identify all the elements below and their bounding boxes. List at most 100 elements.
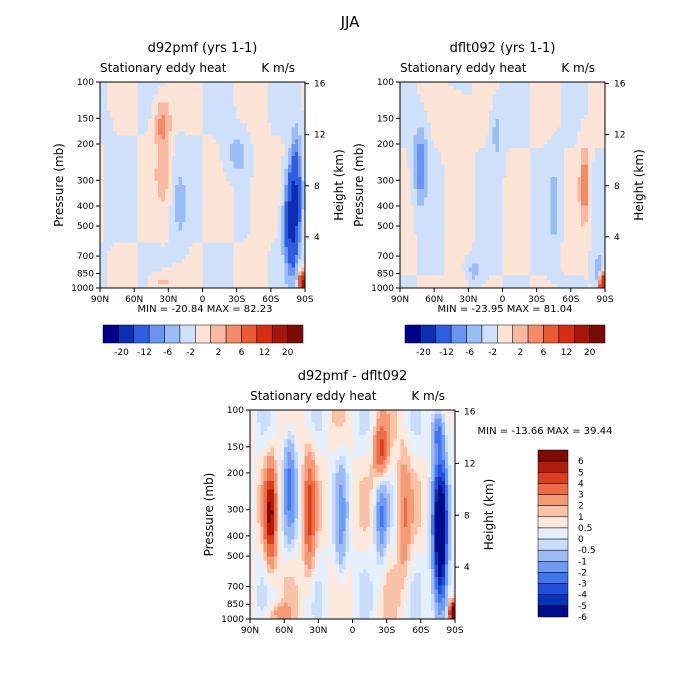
heatmap-cell: [178, 131, 183, 137]
heatmap-cell: [594, 114, 599, 120]
heatmap-cell: [168, 172, 173, 178]
heatmap-cell: [447, 176, 452, 182]
heatmap-cell: [570, 193, 575, 198]
heatmap-cell: [291, 217, 296, 223]
heatmap-cell: [141, 172, 146, 178]
heatmap-cell: [291, 160, 296, 165]
heatmap-cell: [523, 156, 528, 161]
heatmap-cell: [464, 185, 469, 190]
heatmap-cell: [236, 197, 241, 203]
heatmap-cell: [475, 102, 480, 108]
heatmap-cell: [243, 147, 248, 153]
heatmap-cell: [577, 90, 582, 95]
heatmap-cell: [130, 226, 135, 231]
heatmap-cell: [120, 193, 125, 198]
heatmap-cell: [246, 255, 251, 260]
heatmap-cell: [127, 106, 132, 112]
heatmap-cell: [298, 242, 303, 248]
heatmap-cell: [495, 98, 500, 104]
heatmap-cell: [137, 147, 142, 153]
heatmap-cell: [141, 119, 146, 124]
heatmap-cell: [471, 164, 476, 170]
heatmap-cell: [267, 160, 272, 165]
heatmap-cell: [123, 98, 128, 104]
heatmap-cell: [164, 279, 169, 285]
heatmap-cell: [301, 209, 306, 215]
heatmap-cell: [154, 127, 159, 133]
heatmap-cell: [284, 259, 289, 264]
heatmap-cell: [601, 180, 606, 186]
heatmap-cell: [594, 189, 599, 194]
heatmap-cell: [420, 98, 425, 104]
heatmap-cell: [277, 189, 282, 194]
heatmap-cell: [205, 275, 210, 281]
heatmap-cell: [134, 185, 139, 190]
heatmap-cell: [134, 160, 139, 165]
heatmap-cell: [243, 263, 248, 268]
heatmap-cell: [240, 226, 245, 231]
heatmap-cell: [260, 90, 265, 95]
heatmap-cell: [499, 98, 504, 104]
heatmap-cell: [406, 189, 411, 194]
heatmap-cell: [430, 135, 435, 141]
heatmap-cell: [113, 106, 118, 112]
heatmap-cell: [475, 152, 480, 157]
heatmap-cell: [284, 135, 289, 141]
heatmap-cell: [212, 201, 217, 207]
heatmap-cell: [260, 164, 265, 170]
heatmap-cell: [240, 94, 245, 100]
heatmap-cell: [212, 185, 217, 190]
heatmap-cell: [151, 127, 156, 133]
heatmap-cell: [437, 131, 442, 137]
heatmap-cell: [240, 123, 245, 128]
heatmap-cell: [298, 131, 303, 137]
heatmap-cell: [540, 201, 545, 207]
heatmap-cell: [219, 114, 224, 120]
heatmap-cell: [164, 119, 169, 124]
heatmap-cell: [298, 123, 303, 128]
heatmap-cell: [233, 271, 238, 277]
heatmap-cell: [264, 222, 269, 227]
heatmap-cell: [294, 180, 299, 186]
heatmap-cell: [413, 180, 418, 186]
heatmap-cell: [451, 201, 456, 207]
heatmap-cell: [127, 127, 132, 133]
heatmap-cell: [199, 152, 204, 157]
heatmap-cell: [161, 110, 166, 116]
heatmap-cell: [488, 205, 493, 211]
heatmap-cell: [100, 139, 105, 145]
heatmap-cell: [223, 102, 228, 108]
heatmap-cell: [406, 139, 411, 145]
heatmap-cell: [417, 143, 422, 149]
heatmap-cell: [277, 164, 282, 170]
heatmap-cell: [550, 114, 555, 120]
heatmap-cell: [557, 193, 562, 198]
heatmap-cell: [581, 110, 586, 116]
heatmap-cell: [564, 110, 569, 116]
heatmap-cell: [584, 98, 589, 104]
heatmap-cell: [226, 271, 231, 277]
heatmap-cell: [529, 201, 534, 207]
heatmap-cell: [141, 176, 146, 182]
heatmap-cell: [529, 131, 534, 137]
heatmap-cell: [577, 189, 582, 194]
heatmap-cell: [171, 94, 176, 100]
heatmap-cell: [233, 193, 238, 198]
heatmap-cell: [188, 205, 193, 211]
heatmap-cell: [212, 164, 217, 170]
heatmap-cell: [546, 127, 551, 133]
heatmap-cell: [516, 98, 521, 104]
heatmap-cell: [243, 255, 248, 260]
heatmap-cell: [226, 222, 231, 227]
p-tick-label: 200: [77, 140, 94, 150]
heatmap-cell: [130, 139, 135, 145]
heatmap-cell: [264, 189, 269, 194]
heatmap-cell: [274, 110, 279, 116]
heatmap-cell: [226, 259, 231, 264]
heatmap-cell: [543, 164, 548, 170]
heatmap-cell: [171, 147, 176, 153]
heatmap-cell: [120, 143, 125, 149]
heatmap-cell: [178, 172, 183, 178]
heatmap-cell: [564, 98, 569, 104]
heatmap-cell: [257, 201, 262, 207]
